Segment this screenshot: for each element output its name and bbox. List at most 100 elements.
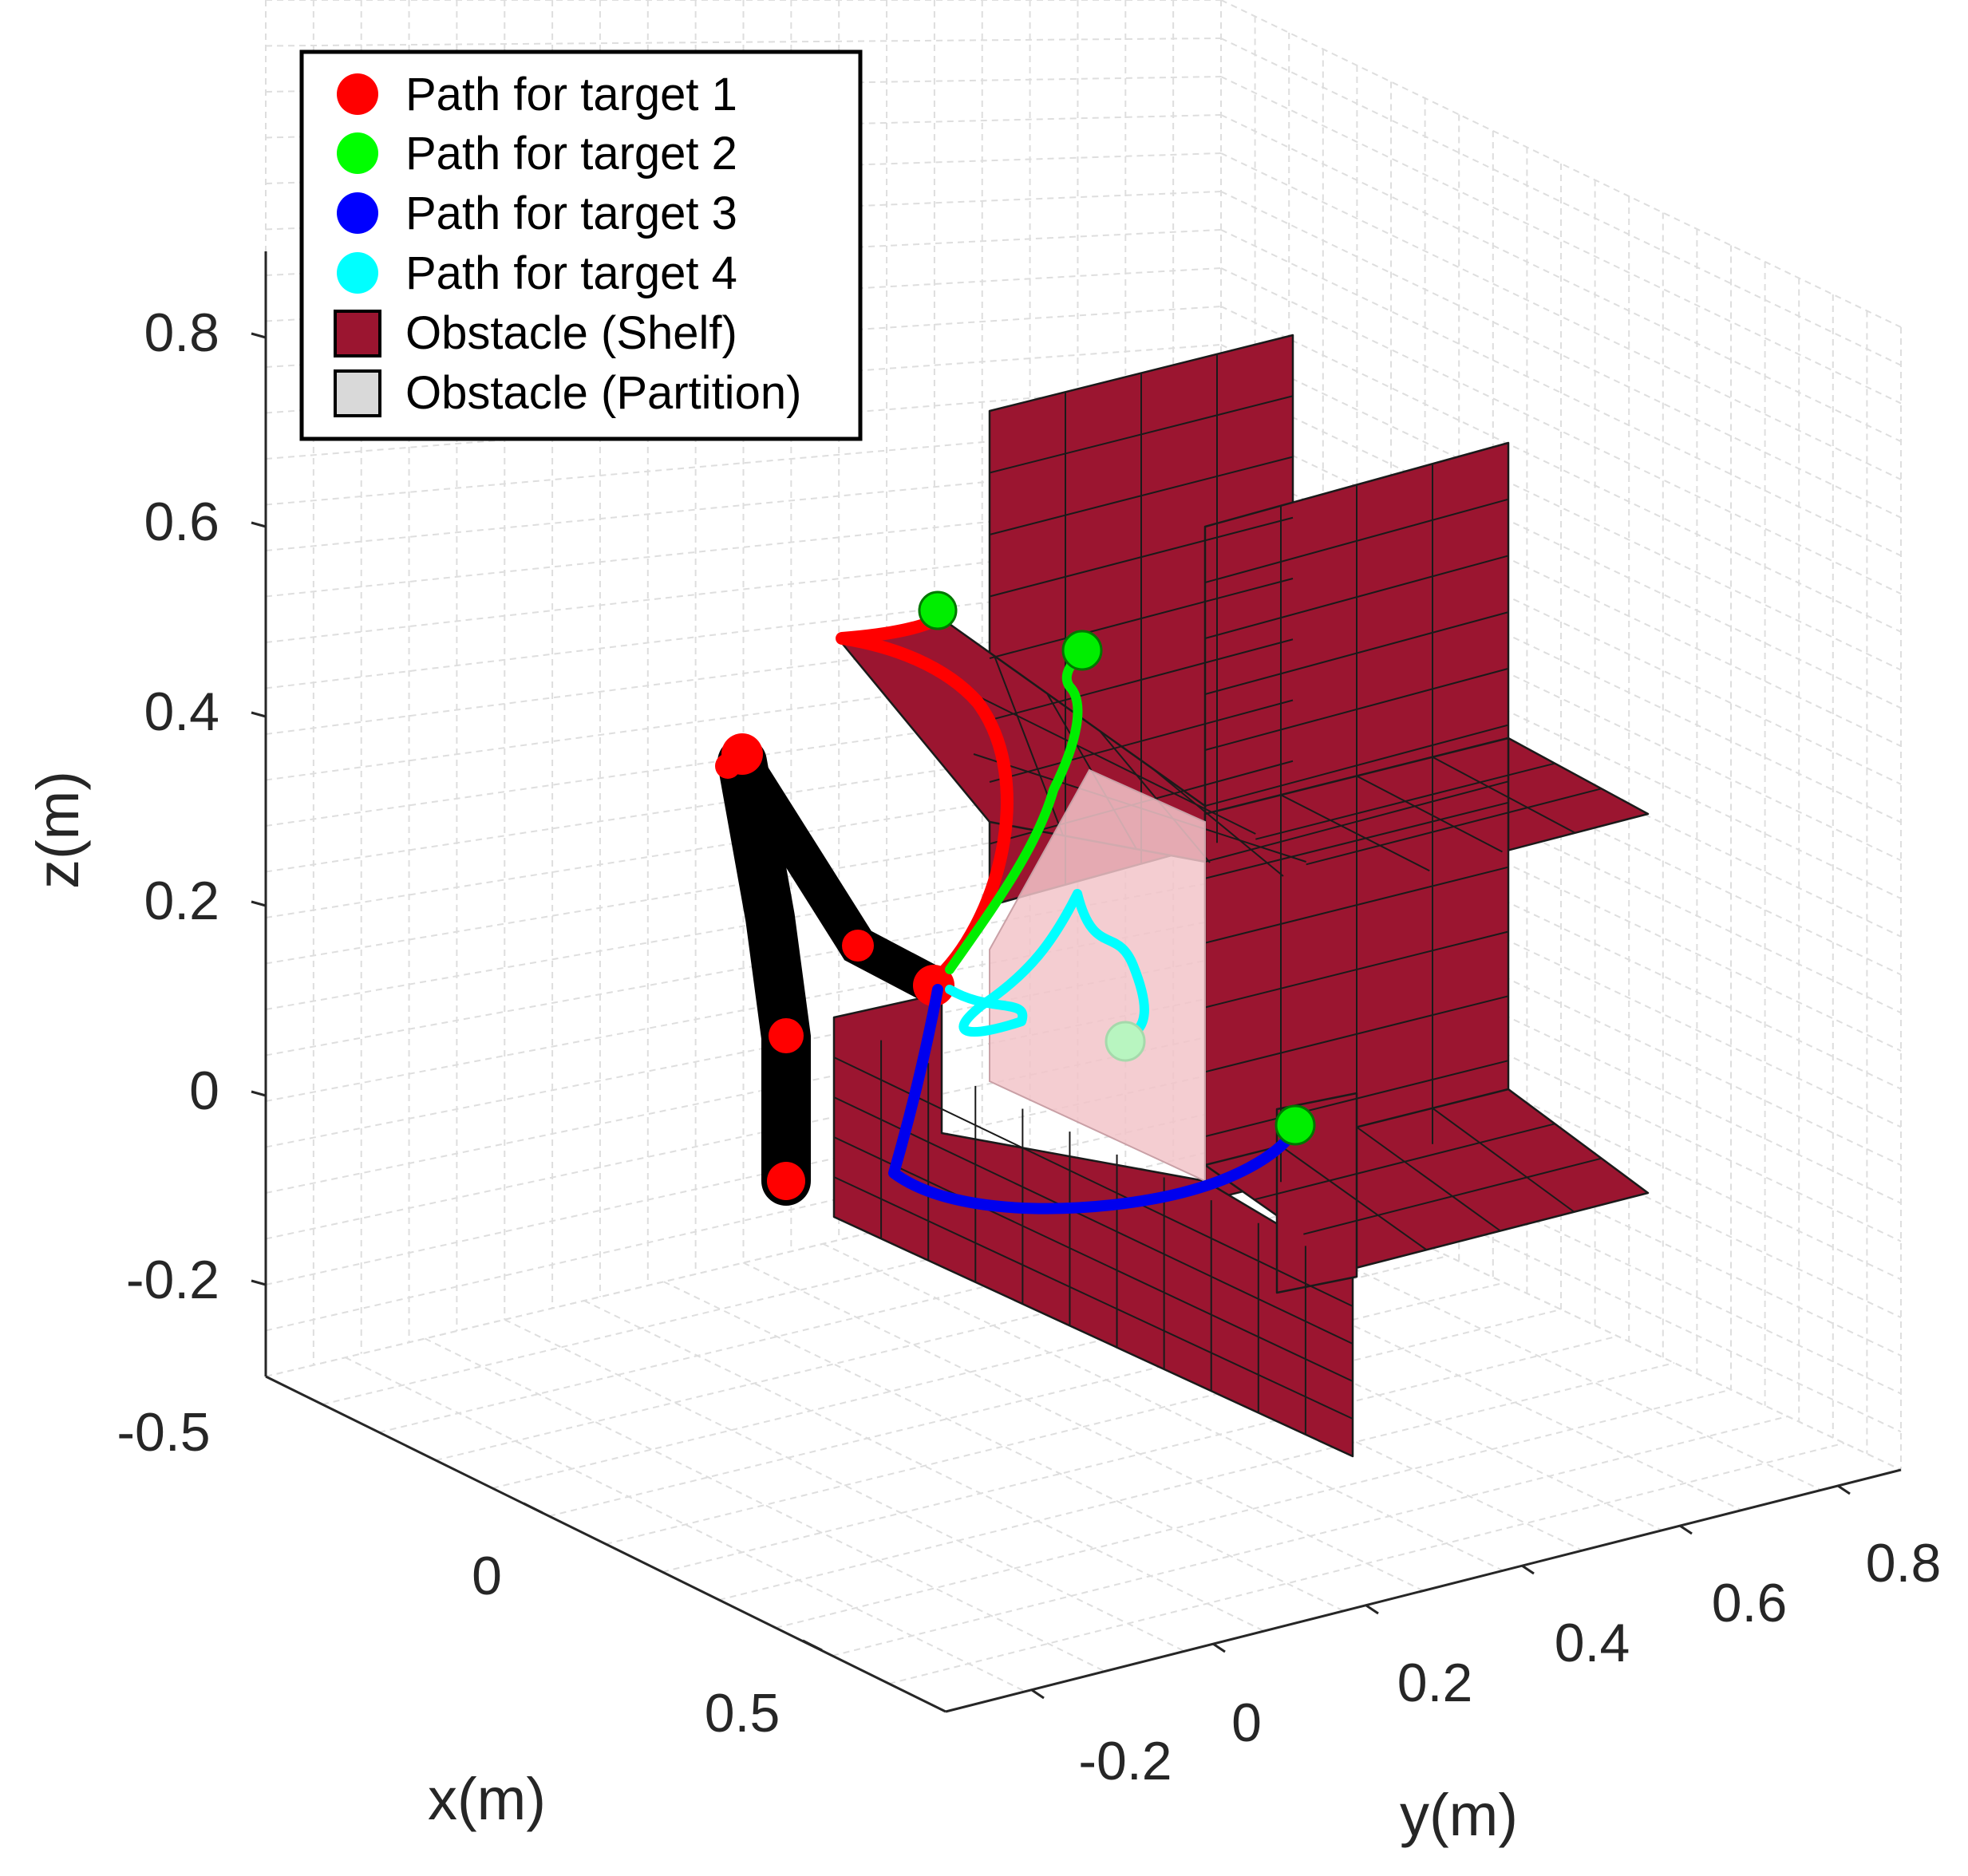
grid-line — [265, 38, 1222, 47]
z-tick-label: 0.6 — [144, 492, 219, 552]
shelf-mesh-line — [1152, 768, 1284, 877]
shelf-mesh-line — [833, 1136, 1353, 1382]
y-tick-mark — [1212, 1642, 1226, 1653]
y-tick-label: -0.2 — [1078, 1731, 1172, 1791]
grid-line — [1220, 306, 1902, 633]
z-tick-labels: 0.8 0.6 0.4 0.2 0 -0.2 — [126, 302, 219, 1310]
z-tick-mark — [251, 521, 267, 528]
grid-line — [1220, 421, 1902, 747]
arm-joint — [715, 753, 741, 779]
path-target-3 — [888, 984, 1300, 1214]
grid-line — [718, 1362, 1675, 1601]
arm-joint — [842, 930, 874, 962]
x-tick-mark — [802, 1639, 823, 1652]
shelf-mesh-line — [989, 578, 1294, 659]
arm-joint — [767, 1162, 805, 1200]
x-tick-labels: -0.5 0 0.5 — [117, 1402, 780, 1744]
robot-joints — [715, 733, 954, 1200]
path-target-1 — [836, 612, 1014, 988]
grid-line — [425, 1337, 1105, 1673]
y-tick-mark — [1837, 1484, 1851, 1495]
grid-line — [265, 535, 1222, 643]
x-axis-line — [265, 1375, 946, 1713]
grid-line — [888, 1442, 1845, 1684]
shelf-mesh-line — [1204, 498, 1509, 583]
grid-line — [265, 459, 1222, 551]
x-tick-label: -0.5 — [117, 1402, 210, 1463]
z-tick-label: 0.2 — [144, 871, 219, 931]
legend-label-shelf: Obstacle (Shelf) — [405, 307, 737, 359]
legend-label-target-3: Path for target 3 — [405, 188, 737, 239]
shelf-mesh-line — [989, 699, 1294, 783]
z-tick-mark — [251, 1090, 267, 1097]
shelf-mesh-line — [1303, 1157, 1602, 1235]
shelf-mesh-line — [1255, 762, 1555, 840]
y-tick-label: 0.8 — [1866, 1533, 1942, 1594]
legend-swatch-partition — [334, 369, 381, 417]
grid-line — [1220, 344, 1902, 671]
shelf-mesh-line — [989, 456, 1294, 535]
shelf-mesh-line — [1254, 1123, 1555, 1201]
y-tick-labels: -0.2 0 0.2 0.4 0.6 0.8 — [1078, 1533, 1941, 1791]
shelf-mesh-line — [833, 1096, 1353, 1345]
z-tick-label: 0 — [189, 1060, 219, 1121]
x-tick-label: 0 — [472, 1546, 502, 1606]
shelf-mesh-line — [1204, 724, 1509, 807]
trajectories — [836, 612, 1300, 1214]
partition-obstacle — [989, 768, 1206, 1183]
z-tick-label: -0.2 — [126, 1250, 219, 1310]
axis-box — [264, 251, 1902, 1713]
y-axis-line — [945, 1468, 1902, 1713]
y-axis-label: y(m) — [1400, 1782, 1518, 1848]
y-tick-label: 0.6 — [1712, 1573, 1788, 1633]
legend-marker-target-4 — [337, 252, 378, 294]
shelf-mesh-line — [1432, 756, 1576, 834]
y-tick-mark — [1365, 1604, 1379, 1615]
grid-line — [1220, 38, 1902, 366]
shelf-mesh-line — [1204, 667, 1509, 751]
y-tick-mark — [1521, 1564, 1535, 1575]
y-tick-mark — [1031, 1688, 1045, 1700]
shelf-mesh-line — [1356, 775, 1503, 853]
shelf-mesh-line — [1204, 995, 1509, 1073]
legend-marker-target-1 — [337, 73, 378, 115]
grid-line — [1220, 382, 1902, 709]
goal-markers — [918, 590, 1316, 1146]
grid-line — [1220, 152, 1902, 480]
z-tick-label: 0.4 — [144, 681, 219, 742]
goal-marker-target-4 — [1105, 1021, 1146, 1062]
x-tick-label: 0.5 — [705, 1683, 780, 1744]
grid-line — [265, 957, 1222, 1148]
legend-label-target-2: Path for target 2 — [405, 128, 737, 180]
x-axis-label: x(m) — [428, 1766, 546, 1832]
grid-line — [663, 1281, 1345, 1612]
arm-link — [717, 737, 811, 1206]
shelf-mesh-line — [833, 1176, 1353, 1420]
shelf-mesh-line — [1204, 611, 1509, 695]
y-tick-label: 0.2 — [1397, 1653, 1473, 1713]
grid-line — [1220, 114, 1902, 443]
z-tick-mark — [251, 711, 267, 718]
grid-line — [265, 497, 1222, 598]
shelf-obstacle — [832, 334, 1650, 1458]
shelf-mesh-line — [1204, 1060, 1509, 1138]
z-tick-mark — [251, 900, 267, 907]
arm-joint — [769, 1018, 804, 1053]
legend-label-target-1: Path for target 1 — [405, 69, 737, 120]
shelf-mesh-line — [833, 1056, 1353, 1307]
legend-marker-target-2 — [337, 132, 378, 174]
shelf-mesh-line — [1204, 930, 1509, 1009]
shelf-mesh-line — [1356, 1126, 1501, 1232]
shelf-mesh-line — [1204, 801, 1509, 879]
goal-marker-target-1 — [918, 590, 958, 630]
legend-label-partition: Obstacle (Partition) — [405, 367, 801, 419]
z-tick-label: 0.8 — [144, 302, 219, 363]
shelf-mesh-line — [1280, 1145, 1428, 1251]
grid-line — [1220, 191, 1902, 519]
grid-line — [1220, 267, 1902, 595]
shelf-mesh-line — [1204, 866, 1509, 944]
goal-marker-target-2 — [1061, 630, 1103, 671]
legend-box — [299, 49, 863, 441]
